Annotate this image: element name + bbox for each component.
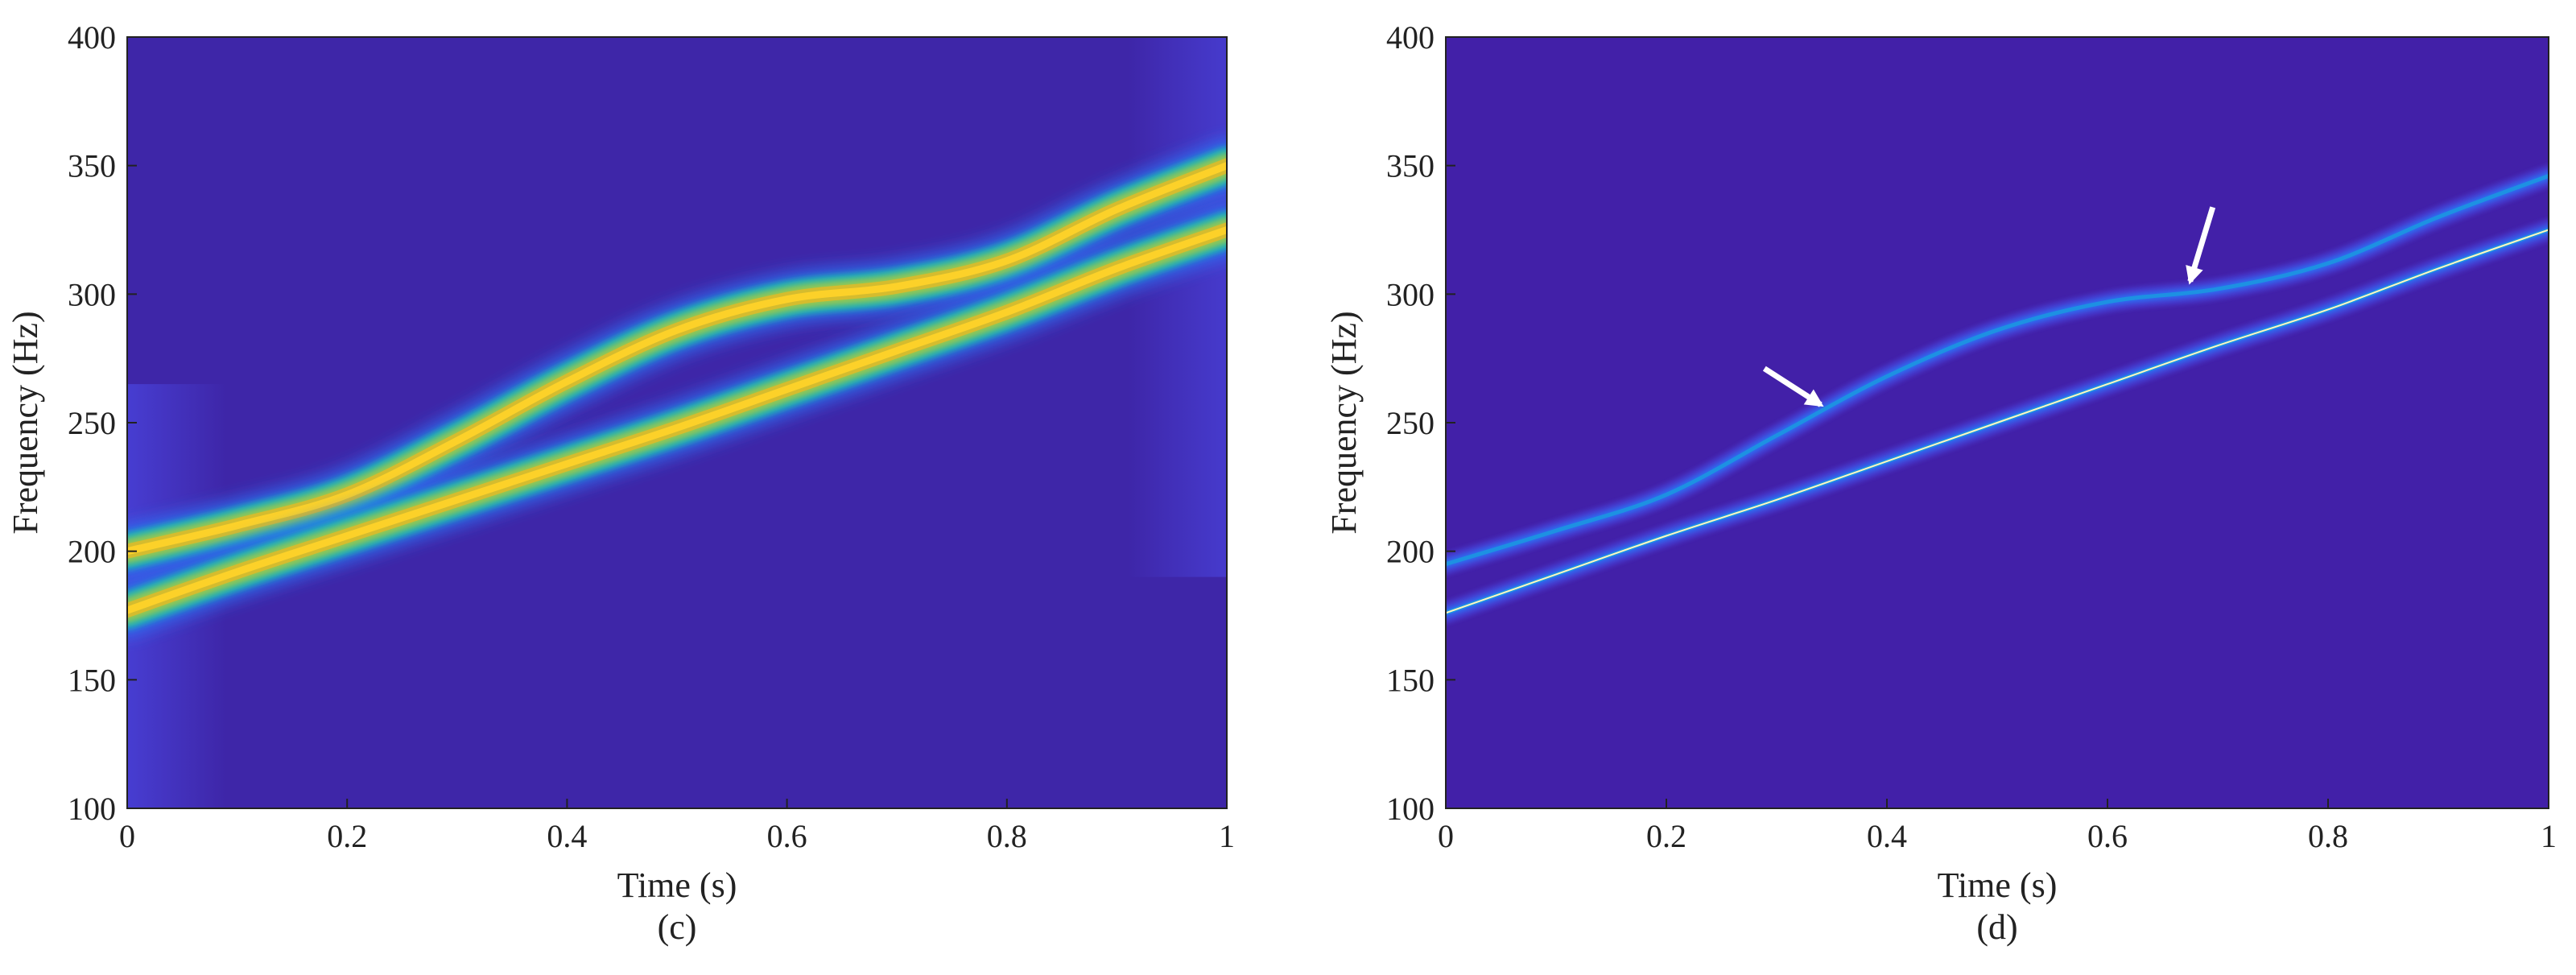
ridge-component-1	[127, 138, 1227, 579]
annotation-arrow	[2186, 206, 2216, 285]
y-tick-label: 150	[1386, 662, 1435, 698]
x-tick-label: 1	[1219, 818, 1235, 854]
y-tick-label: 350	[1386, 148, 1435, 184]
y-tick-label: 300	[1386, 276, 1435, 312]
x-tick-label: 0	[1438, 818, 1454, 854]
x-tick-label: 0.6	[2087, 818, 2128, 854]
y-tick-label: 100	[1386, 791, 1435, 827]
x-tick-label: 1	[2541, 818, 2557, 854]
ridge-layer-4	[1446, 229, 2549, 614]
x-tick-label: 0.8	[987, 818, 1027, 854]
x-tick-label: 0	[119, 818, 135, 854]
plot-area	[127, 37, 1227, 808]
annotation-arrow	[1762, 366, 1824, 407]
edge-energy-right	[1128, 37, 1227, 577]
panel-c: 0 0.2 0.4 0.6 0.8 1 100 150 200 250 300 350 400 Time …	[6, 19, 1235, 947]
x-axis-label: Time (s)	[1938, 866, 2058, 905]
ridge-component-2	[1446, 219, 2549, 624]
x-tick-label: 0.8	[2308, 818, 2348, 854]
x-axis-label: Time (s)	[617, 866, 737, 905]
y-tick-label: 250	[1386, 405, 1435, 441]
y-tick-label: 200	[1386, 534, 1435, 570]
y-tick-label: 150	[68, 662, 116, 698]
x-tick-label: 0.4	[547, 818, 587, 854]
panel-caption: (d)	[1976, 907, 2017, 947]
x-tick-label: 0.2	[327, 818, 367, 854]
ridge-component-1	[1446, 165, 2549, 575]
y-axis-label: Frequency (Hz)	[6, 311, 45, 534]
ridge-layer-5	[127, 226, 1227, 614]
y-axis-label: Frequency (Hz)	[1324, 311, 1364, 534]
ridge-component-2	[127, 202, 1227, 638]
plot-area	[1446, 165, 2549, 624]
y-tick-label: 200	[68, 534, 116, 570]
x-tick-label: 0.2	[1646, 818, 1686, 854]
panel-caption: (c)	[658, 907, 697, 947]
y-tick-label: 350	[68, 148, 116, 184]
y-tick-label: 400	[68, 19, 116, 56]
panel-d: 0 0.2 0.4 0.6 0.8 1 100 150 200 250 300 350 400 Time …	[1324, 19, 2557, 947]
x-tick-label: 0.4	[1867, 818, 1907, 854]
y-tick-label: 400	[1386, 19, 1435, 56]
ridge-layer-3	[1446, 173, 2549, 567]
x-tick-label: 0.6	[767, 818, 807, 854]
ridge-layer-5	[127, 162, 1227, 556]
y-tick-label: 250	[68, 405, 116, 441]
y-tick-label: 100	[68, 791, 116, 827]
y-tick-label: 300	[68, 276, 116, 312]
